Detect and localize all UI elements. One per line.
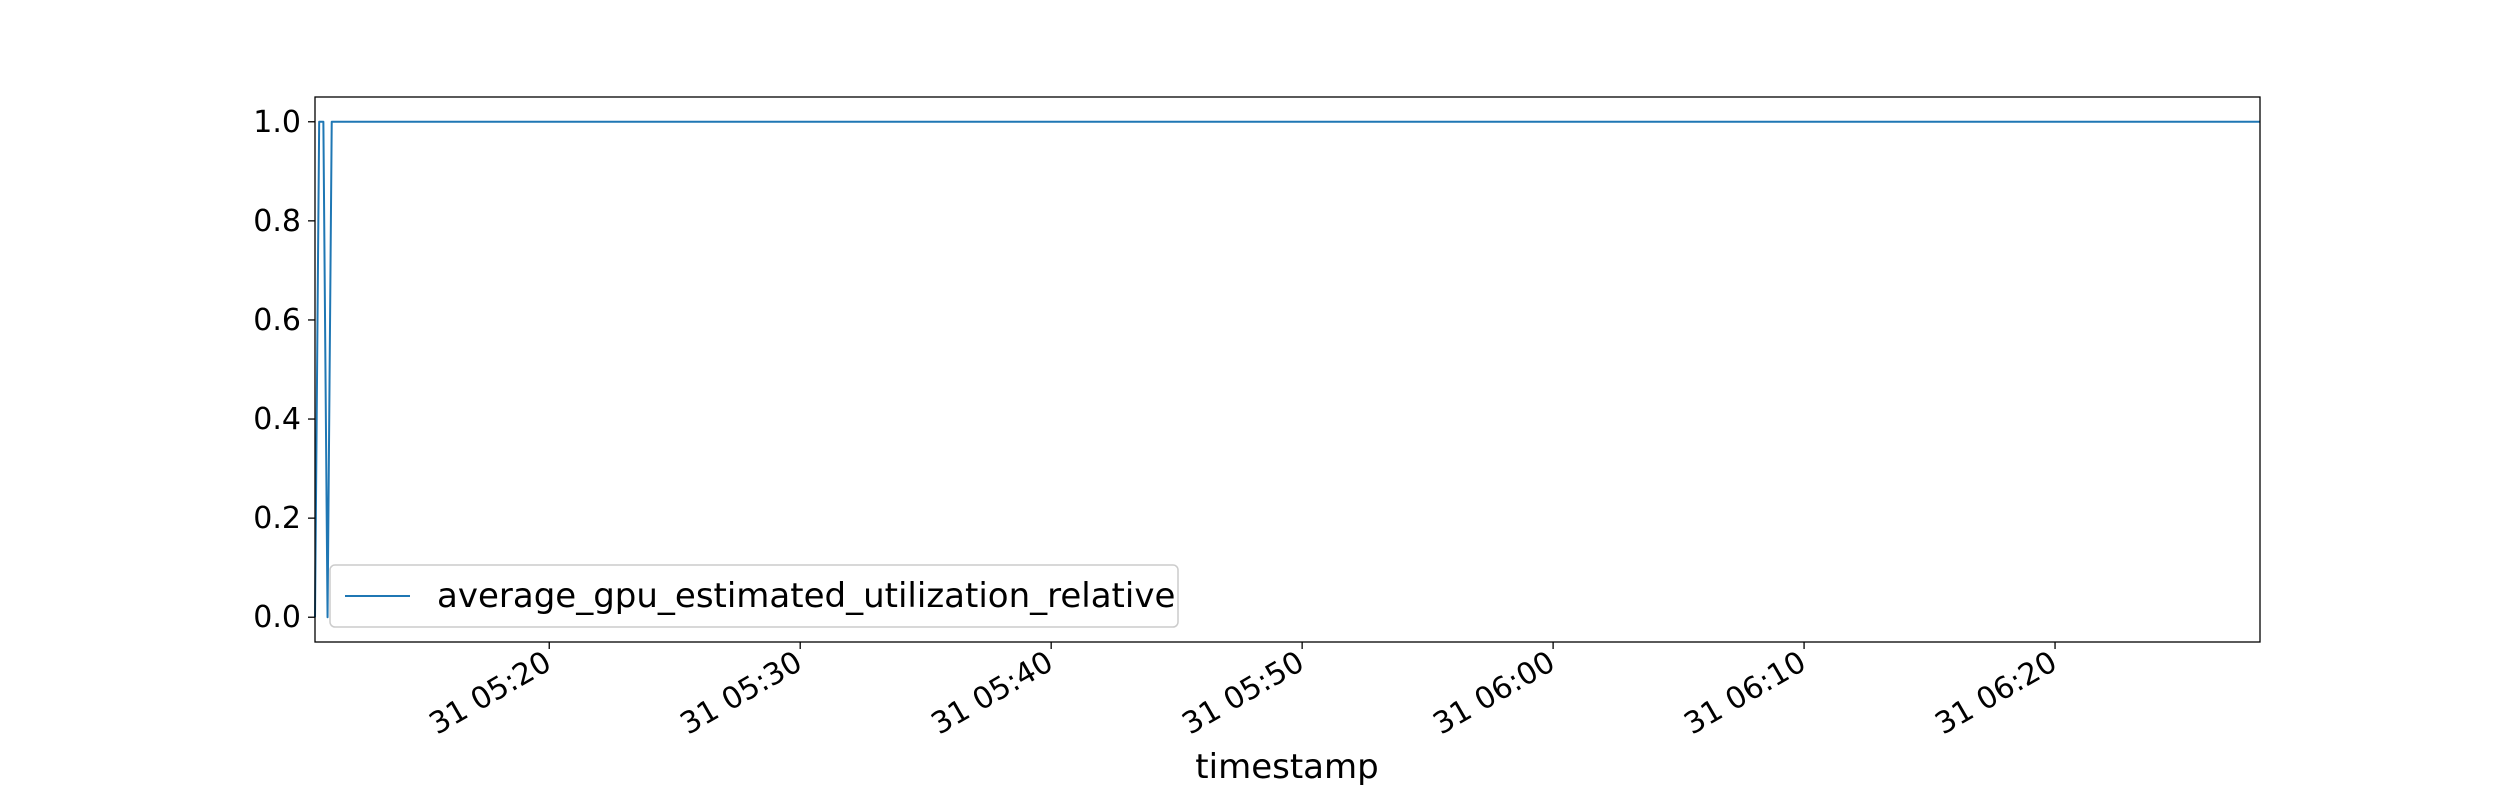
plot-area: [315, 97, 2260, 642]
y-tick-label: 0.4: [253, 402, 301, 437]
y-tick-label: 1.0: [253, 105, 301, 140]
y-tick-label: 0.0: [253, 600, 301, 635]
plot-frame: [314, 96, 2261, 643]
legend-box: [329, 564, 1179, 628]
series-layer: [314, 120, 2260, 619]
legend: average_gpu_estimated_utilization_relati…: [329, 564, 1179, 628]
y-tick-label: 0.2: [253, 501, 301, 536]
x-axis-title: timestamp: [1195, 747, 1378, 787]
legend-label: average_gpu_estimated_utilization_relati…: [437, 576, 1175, 616]
y-axis: 0.0 0.2 0.4 0.6 0.8 1.0: [253, 105, 315, 635]
y-tick-label: 0.6: [253, 303, 301, 338]
y-tick-label: 0.8: [253, 204, 301, 239]
series-line-0: [314, 120, 2260, 619]
